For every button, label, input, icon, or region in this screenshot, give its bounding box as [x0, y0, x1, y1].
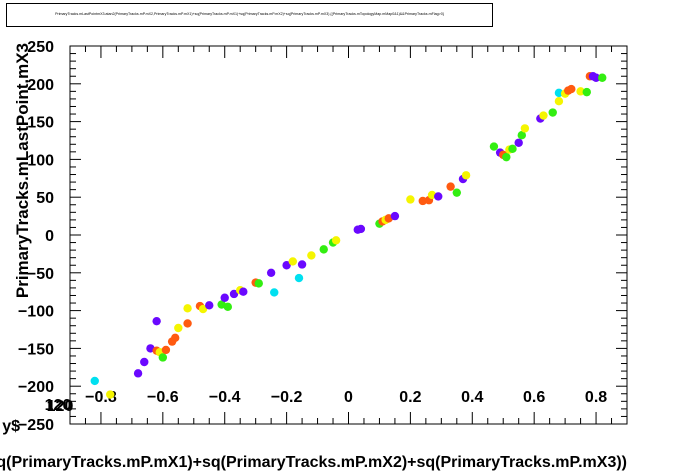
- data-point: [198, 304, 208, 314]
- data-point: [229, 289, 239, 299]
- data-point: [294, 273, 304, 283]
- x-tick-label: −0.6: [147, 389, 179, 406]
- data-point: [434, 192, 443, 201]
- x-tick-label: 0.8: [585, 389, 607, 406]
- y-tick-label: −200: [18, 379, 54, 396]
- y-tick-label: 200: [27, 77, 54, 94]
- data-point: [517, 131, 526, 140]
- axis-labels: atan2(PrimaryTracks.mP.mX2,PrimaryTracks…: [0, 43, 627, 471]
- y-axis-title: PrimaryTracks.mLastPoint.mX3: [13, 43, 32, 298]
- data-point: [174, 323, 183, 333]
- x-corner-label: 120: [45, 397, 72, 414]
- data-points: [90, 72, 607, 399]
- data-point: [297, 260, 307, 269]
- data-point: [514, 138, 523, 147]
- y-corner-label: y$: [2, 418, 20, 435]
- data-point: [158, 353, 168, 362]
- x-tick-label: 0.4: [461, 389, 483, 406]
- data-point: [548, 108, 557, 117]
- x-axis-title: atan2(PrimaryTracks.mP.mX2,PrimaryTracks…: [0, 454, 627, 471]
- data-point: [270, 288, 279, 297]
- data-point: [161, 345, 171, 355]
- data-point: [452, 188, 462, 197]
- y-tick-label: −150: [18, 341, 54, 358]
- y-tick-label: 100: [27, 152, 54, 169]
- data-point: [554, 96, 564, 106]
- x-corner-label: 120: [47, 398, 74, 415]
- data-point: [152, 316, 161, 326]
- data-point: [140, 357, 149, 367]
- x-tick-label: −0.2: [271, 389, 303, 406]
- data-point: [183, 319, 192, 328]
- data-point: [331, 236, 341, 245]
- data-point: [489, 142, 499, 151]
- data-point: [446, 182, 455, 191]
- title-box: PrimaryTracks.mLastPointmX3:atan2(Primar…: [6, 3, 493, 27]
- plot-title: PrimaryTracks.mLastPointmX3:atan2(Primar…: [55, 12, 444, 16]
- axes: −0.8 −0.6 −0.4 −0.2 0 0.2 0.4 0.6 0.8−250−200−15…: [18, 39, 628, 434]
- data-point: [567, 84, 576, 94]
- data-point: [183, 304, 192, 313]
- y-tick-label: −50: [27, 266, 54, 283]
- x-tick-label: 0: [344, 389, 353, 406]
- y-tick-label: −100: [18, 304, 54, 321]
- data-point: [591, 73, 601, 82]
- data-point: [171, 333, 180, 343]
- data-point: [598, 73, 607, 82]
- data-point: [582, 87, 591, 97]
- x-tick-label: 0.6: [523, 389, 545, 406]
- x-tick-label: 0.2: [399, 389, 421, 406]
- data-point: [539, 111, 548, 120]
- data-point: [223, 302, 233, 312]
- data-point: [502, 152, 511, 162]
- data-point: [288, 257, 297, 266]
- data-point: [508, 144, 517, 154]
- plot-frame: [69, 45, 628, 425]
- data-point: [461, 171, 471, 180]
- data-point: [239, 287, 248, 296]
- data-point: [266, 268, 276, 277]
- y-tick-label: 250: [27, 39, 54, 56]
- data-point: [319, 245, 328, 254]
- y-tick-label: 150: [27, 115, 54, 132]
- data-point: [133, 369, 143, 378]
- x-tick-label: −0.4: [209, 389, 241, 406]
- data-point: [307, 251, 316, 260]
- data-point: [418, 196, 427, 206]
- data-point: [520, 124, 530, 133]
- data-point: [406, 195, 415, 204]
- data-point: [390, 211, 400, 221]
- data-point: [205, 301, 214, 310]
- y-tick-label: −250: [18, 417, 54, 434]
- data-point: [106, 390, 115, 399]
- data-point: [220, 293, 229, 302]
- data-point: [282, 261, 291, 270]
- data-point: [90, 376, 99, 386]
- y-tick-label: 0: [45, 228, 54, 245]
- data-point: [554, 88, 564, 98]
- data-point: [356, 224, 366, 234]
- data-point: [254, 279, 263, 288]
- y-tick-label: 50: [36, 190, 54, 207]
- data-point: [576, 87, 585, 96]
